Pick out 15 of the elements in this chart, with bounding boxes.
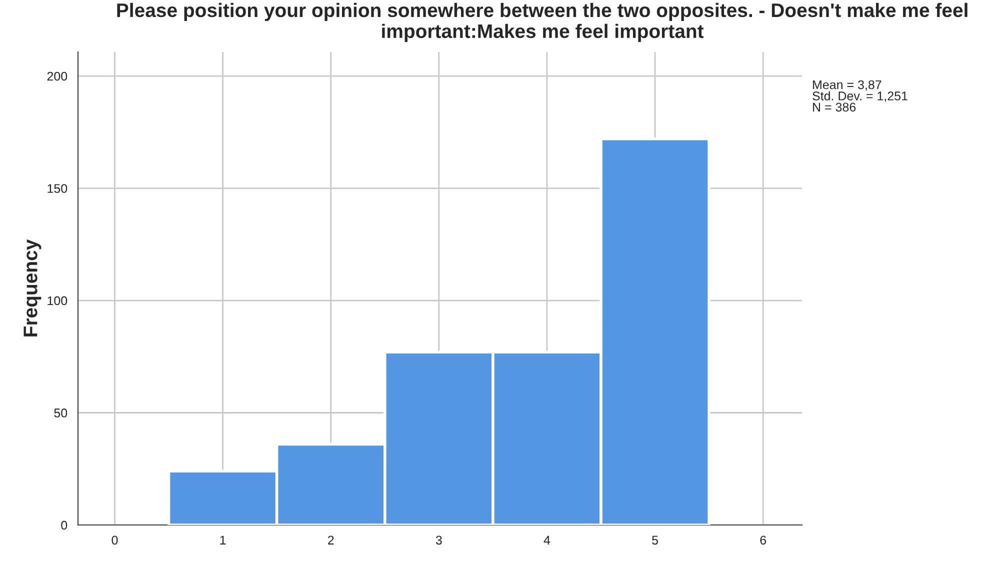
y-tick-label: 50 (54, 408, 68, 418)
y-axis-title: Frequency (24, 239, 42, 336)
x-tick-label: 3 (436, 536, 442, 545)
y-tick-label: 100 (48, 296, 68, 306)
y-tick-label: 150 (48, 184, 68, 193)
x-tick-label: 5 (652, 536, 658, 545)
x-tick-label: 2 (328, 536, 334, 544)
x-tick-label: 6 (760, 536, 766, 545)
y-tick-label: 0 (61, 520, 68, 530)
y-tick-label: 200 (47, 72, 68, 81)
text: Mean = 3,87 Std. Dev. = 1,251 N = 386 (812, 80, 908, 112)
chart-title: Please position your opinion somewhere between the two opposites. - Doesn't make me feel important:Makes me feel important (117, 2, 968, 42)
x-tick-label: 4 (544, 536, 550, 544)
x-tick-label: 1 (220, 536, 226, 544)
x-tick-label: 0 (112, 536, 118, 545)
